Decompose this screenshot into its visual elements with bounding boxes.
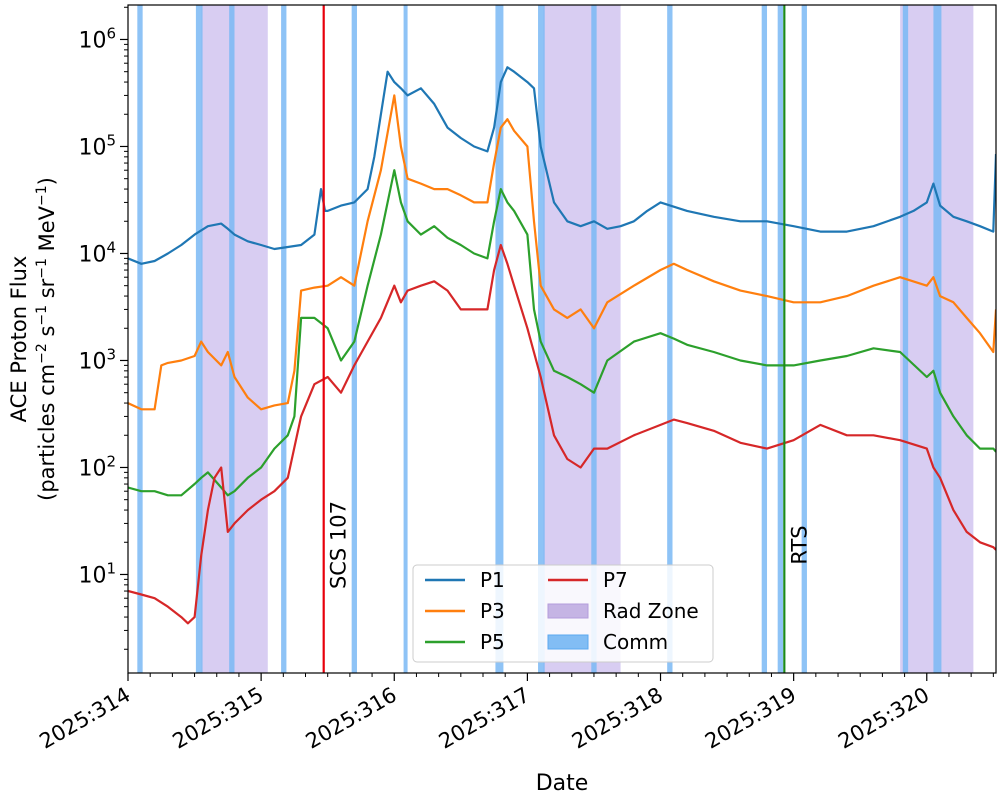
comm-band (281, 5, 287, 673)
comm-band (403, 5, 408, 673)
comm-band (902, 5, 909, 673)
comm-band (229, 5, 235, 673)
y-tick-label: 103 (78, 345, 116, 374)
comm-band (195, 5, 203, 673)
comm-band (761, 5, 768, 673)
legend-label: P7 (603, 568, 628, 592)
x-tick-label: 2025:319 (701, 683, 800, 754)
comm-band (777, 5, 783, 673)
legend-label: Rad Zone (603, 599, 699, 623)
y-tick-label: 104 (78, 238, 116, 267)
x-tick-label: 2025:315 (168, 683, 267, 754)
plot-background (137, 5, 974, 673)
series-line-p3 (128, 94, 996, 411)
x-tick-label: 2025:318 (568, 683, 667, 754)
comm-band (667, 5, 673, 673)
comm-band (591, 5, 597, 673)
comm-band (933, 5, 942, 673)
y-tick-label: 106 (78, 24, 116, 53)
y-axis-label: ACE Proton Flux (particles cm−2 s−1 sr−1… (7, 177, 59, 501)
comm-band (495, 5, 504, 673)
y-axis-label-line2: (particles cm−2 s−1 sr−1 MeV−1) (34, 177, 59, 501)
comm-band (538, 5, 545, 673)
series-line-p7 (128, 243, 996, 625)
legend-swatch-patch (547, 603, 589, 619)
series-lines (128, 66, 996, 625)
rad-zone-band (543, 5, 621, 673)
event-markers: SCS 107 RTS (322, 5, 811, 673)
legend: P1 P3 P5 P7 Rad Zone Comm (412, 564, 714, 663)
legend-label: P3 (480, 599, 505, 623)
legend-swatch-patch (547, 634, 589, 650)
legend-label: P1 (480, 568, 505, 592)
event-label: SCS 107 (327, 501, 351, 589)
plot-frame (127, 4, 997, 674)
y-axis-label-line1: ACE Proton Flux (7, 256, 31, 423)
x-tick-label: 2025:316 (302, 683, 401, 754)
y-tick-label: 105 (78, 131, 116, 160)
y-tick-label: 102 (78, 452, 116, 481)
y-tick-label: 101 (78, 559, 116, 588)
x-tick-label: 2025:317 (435, 683, 534, 754)
x-tick-label: 2025:320 (834, 683, 933, 754)
event-label: RTS (787, 525, 811, 564)
comm-band (801, 5, 807, 673)
series-line-p1 (128, 66, 996, 265)
legend-label: P5 (480, 630, 505, 654)
x-tick-label: 2025:314 (35, 683, 134, 754)
series-line-p5 (128, 169, 996, 497)
x-axis-label: Date (536, 771, 589, 796)
legend-label: Comm (603, 630, 668, 654)
comm-band (137, 5, 143, 673)
